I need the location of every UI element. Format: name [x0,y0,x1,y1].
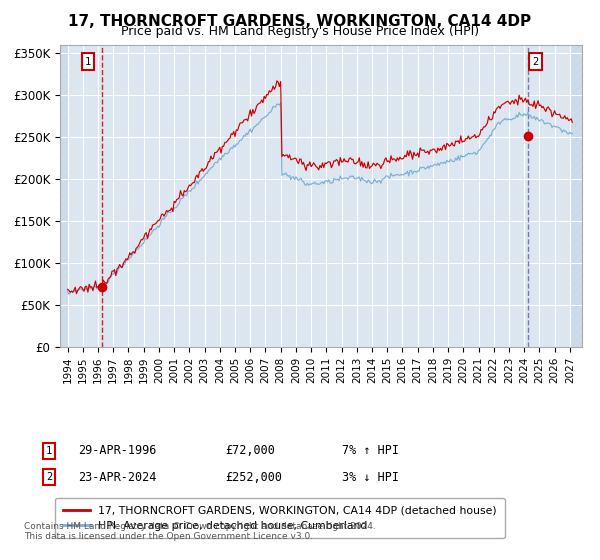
Text: 7% ↑ HPI: 7% ↑ HPI [342,444,399,458]
Text: Contains HM Land Registry data © Crown copyright and database right 2024.
This d: Contains HM Land Registry data © Crown c… [24,522,376,542]
Text: 29-APR-1996: 29-APR-1996 [78,444,157,458]
Text: 2: 2 [46,472,52,482]
Text: £252,000: £252,000 [225,470,282,484]
Text: 2: 2 [532,57,539,67]
Text: 3% ↓ HPI: 3% ↓ HPI [342,470,399,484]
Text: Price paid vs. HM Land Registry's House Price Index (HPI): Price paid vs. HM Land Registry's House … [121,25,479,38]
Bar [570,45,582,347]
Text: 1: 1 [46,446,52,456]
Text: 23-APR-2024: 23-APR-2024 [78,470,157,484]
Text: 17, THORNCROFT GARDENS, WORKINGTON, CA14 4DP: 17, THORNCROFT GARDENS, WORKINGTON, CA14… [68,14,532,29]
Text: 1: 1 [85,57,91,67]
Legend: 17, THORNCROFT GARDENS, WORKINGTON, CA14 4DP (detached house), HPI: Average pric: 17, THORNCROFT GARDENS, WORKINGTON, CA14… [55,498,505,538]
Bar [60,45,68,347]
Text: £72,000: £72,000 [225,444,275,458]
